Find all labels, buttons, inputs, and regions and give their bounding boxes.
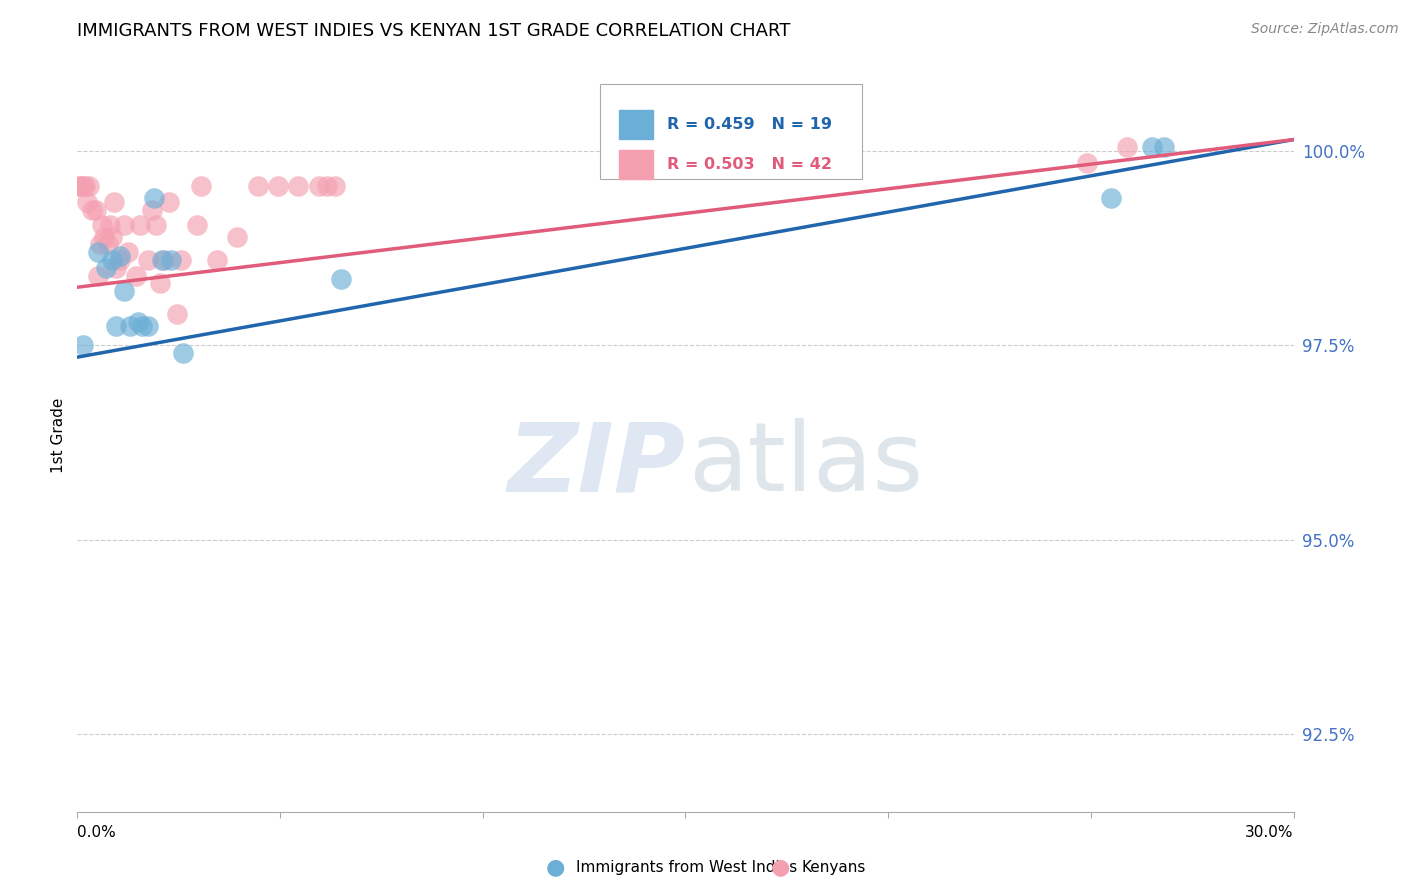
Point — [84, 202, 107, 217]
Point — [112, 218, 135, 232]
Point — [186, 218, 208, 232]
Point — [86, 268, 108, 283]
Point — [67, 179, 90, 194]
Point — [190, 179, 212, 194]
Point — [127, 315, 149, 329]
Point — [145, 218, 167, 232]
Text: Source: ZipAtlas.com: Source: ZipAtlas.com — [1251, 22, 1399, 37]
Point — [108, 252, 131, 267]
Point — [72, 179, 94, 194]
Point — [79, 179, 101, 194]
Point — [1116, 140, 1139, 154]
Text: IMMIGRANTS FROM WEST INDIES VS KENYAN 1ST GRADE CORRELATION CHART: IMMIGRANTS FROM WEST INDIES VS KENYAN 1S… — [77, 22, 790, 40]
Point — [1099, 191, 1122, 205]
Text: Immigrants from West Indies: Immigrants from West Indies — [576, 860, 797, 874]
Point — [267, 179, 290, 194]
Point — [136, 252, 159, 267]
Point — [157, 194, 180, 209]
Point — [101, 229, 124, 244]
Point — [329, 272, 352, 286]
Point — [72, 338, 94, 352]
Point — [108, 249, 131, 263]
FancyBboxPatch shape — [600, 85, 862, 178]
Point — [80, 202, 103, 217]
Bar — [619, 111, 652, 139]
Point — [90, 218, 112, 232]
Point — [104, 319, 127, 334]
Point — [70, 179, 93, 194]
Point — [153, 252, 176, 267]
Text: ●: ● — [546, 857, 565, 877]
Point — [129, 218, 152, 232]
Point — [170, 252, 193, 267]
Point — [323, 179, 346, 194]
Text: R = 0.503   N = 42: R = 0.503 N = 42 — [668, 157, 832, 172]
Point — [159, 252, 181, 267]
Point — [149, 277, 172, 291]
Point — [226, 229, 249, 244]
Point — [315, 179, 337, 194]
Point — [131, 319, 153, 334]
Point — [89, 237, 111, 252]
Point — [205, 252, 228, 267]
Point — [97, 237, 120, 252]
Point — [136, 319, 159, 334]
Point — [98, 218, 121, 232]
Point — [1076, 156, 1098, 170]
Text: R = 0.459   N = 19: R = 0.459 N = 19 — [668, 117, 832, 132]
Point — [94, 260, 117, 275]
Point — [118, 319, 141, 334]
Point — [1140, 140, 1163, 154]
Text: 0.0%: 0.0% — [77, 825, 117, 840]
Point — [125, 268, 148, 283]
Point — [76, 194, 98, 209]
Point — [141, 202, 163, 217]
Point — [166, 307, 188, 321]
Point — [143, 191, 166, 205]
Point — [93, 229, 115, 244]
Text: atlas: atlas — [688, 418, 922, 511]
Point — [246, 179, 269, 194]
Text: ●: ● — [770, 857, 790, 877]
Text: Kenyans: Kenyans — [801, 860, 866, 874]
Point — [1153, 140, 1175, 154]
Point — [112, 284, 135, 298]
Point — [103, 194, 125, 209]
Point — [104, 260, 127, 275]
Text: ZIP: ZIP — [508, 418, 686, 511]
Point — [117, 245, 139, 260]
Point — [172, 346, 194, 360]
Y-axis label: 1st Grade: 1st Grade — [51, 397, 66, 473]
Point — [101, 252, 124, 267]
Text: 30.0%: 30.0% — [1246, 825, 1294, 840]
Point — [308, 179, 330, 194]
Point — [75, 179, 97, 194]
Point — [287, 179, 309, 194]
Bar — [619, 150, 652, 178]
Point — [86, 245, 108, 260]
Point — [152, 252, 174, 267]
